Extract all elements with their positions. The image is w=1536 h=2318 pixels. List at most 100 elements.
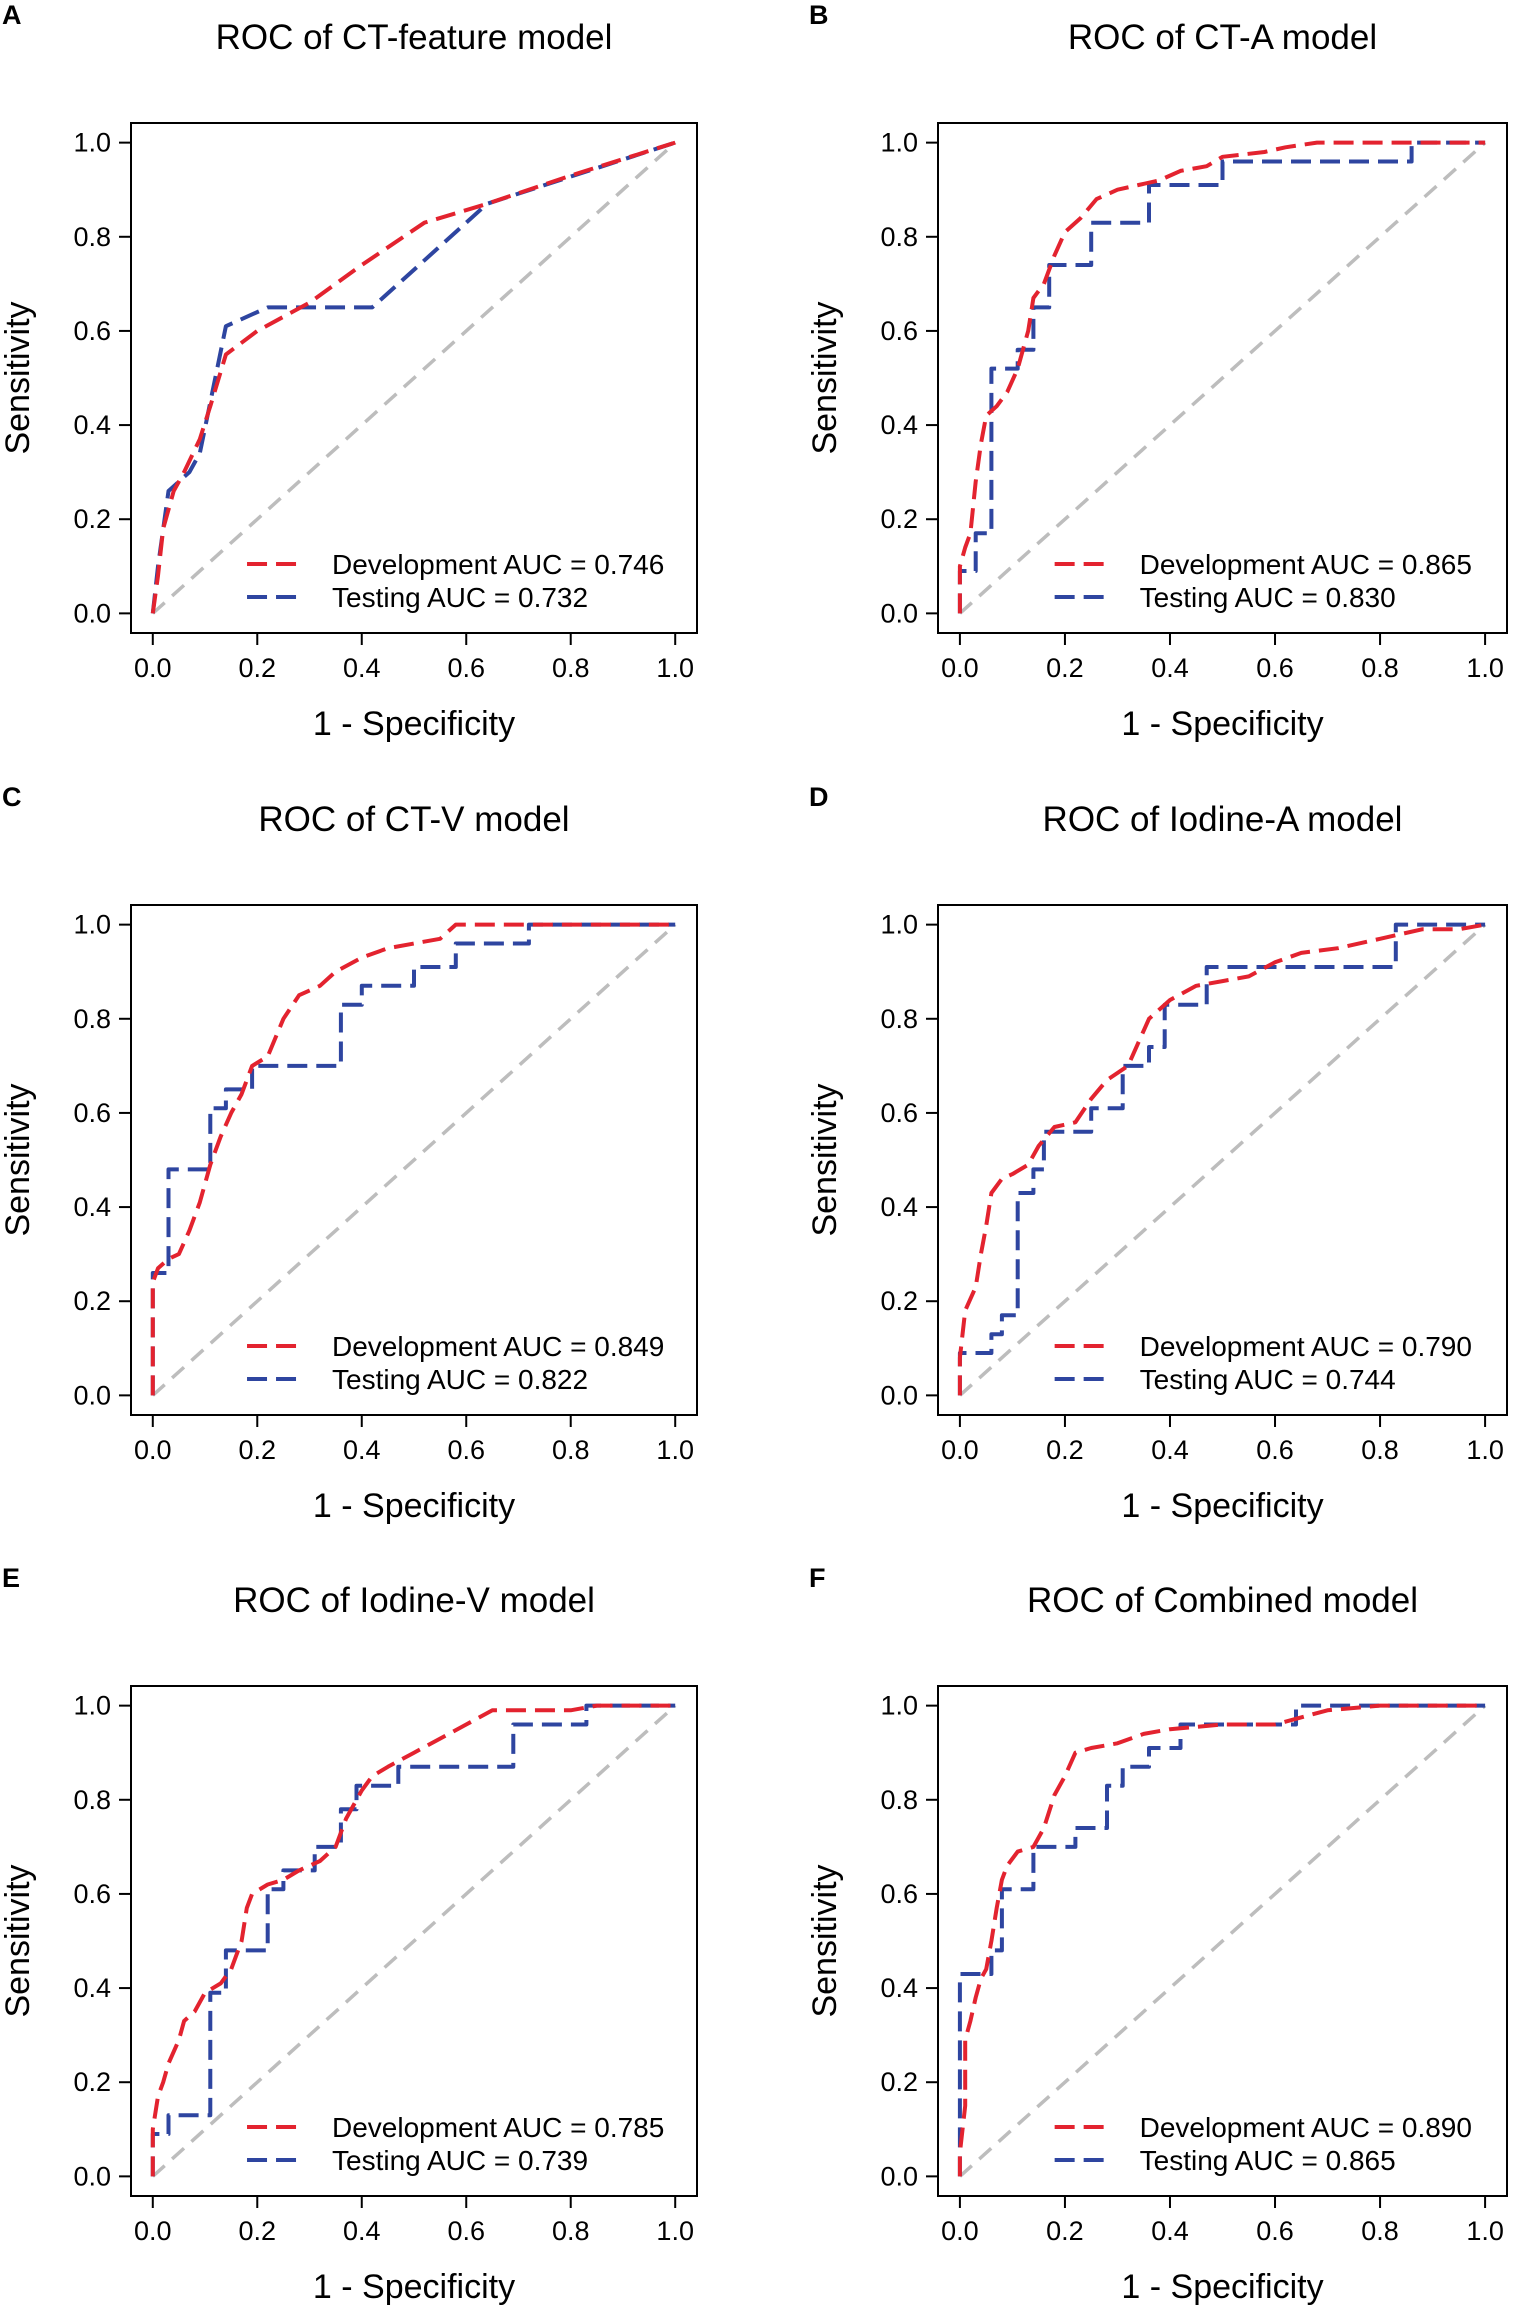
y-tick-label: 0.4 [73,1973,111,2003]
panel-letter: A [2,0,22,30]
y-tick-label: 0.2 [73,1286,111,1316]
reference-diagonal [958,141,1487,615]
x-axis-label: 1 - Specificity [313,2268,515,2306]
y-tick-label: 0.6 [880,1098,918,1128]
x-tick-label: 1.0 [1466,2216,1504,2246]
x-tick-label: 0.4 [343,2216,381,2246]
y-tick-label: 0.8 [880,1004,918,1034]
x-tick-label: 0.8 [1361,653,1399,683]
x-tick-label: 0.0 [941,2216,979,2246]
x-tick-label: 0.6 [447,653,485,683]
development-legend-label: Development AUC = 0.746 [332,549,664,580]
y-tick-label: 0.6 [880,1879,918,1909]
chart-title: ROC of CT-A model [1068,18,1377,57]
x-tick-label: 0.4 [343,1435,381,1465]
panel-c: C ROC of CT-V model 0.0 0.2 0.4 0.6 0.8 1.0 0.0 0… [0,782,698,1525]
x-tick-label: 0.0 [941,1435,979,1465]
x-tick-label: 0.2 [1046,653,1084,683]
reference-diagonal [151,923,677,1397]
plot-frame [130,122,698,634]
testing-legend-label: Testing AUC = 0.744 [1140,1364,1396,1395]
development-roc-curve [957,1703,1486,2177]
y-tick-label: 0.4 [880,410,918,440]
x-tick-label: 0.4 [1151,1435,1189,1465]
chart-title: ROC of Iodine-A model [1043,800,1403,839]
y-tick-label: 0.4 [880,1973,918,2003]
testing-roc-curve [957,1703,1486,2177]
x-tick-label: 0.2 [1046,2216,1084,2246]
testing-roc-curve [150,140,676,614]
panel-a: A ROC of CT-feature model 0.0 0.2 0.4 0.6 0.8 1… [0,0,698,743]
chart-title: ROC of CT-feature model [216,18,613,57]
development-legend-label: Development AUC = 0.790 [1140,1331,1472,1362]
reference-diagonal [151,141,677,615]
y-tick-label: 0.2 [880,1286,918,1316]
x-tick-label: 0.4 [1151,2216,1189,2246]
x-axis-label: 1 - Specificity [313,1487,515,1525]
x-axis-label: 1 - Specificity [1121,1487,1323,1525]
chart-title: ROC of CT-V model [258,800,569,839]
plot-frame [130,1685,698,2197]
x-tick-label: 0.8 [552,653,590,683]
x-axis-label: 1 - Specificity [313,705,515,743]
testing-legend-label: Testing AUC = 0.865 [1140,2145,1396,2176]
x-tick-label: 0.6 [1256,2216,1294,2246]
plot-frame [937,1685,1508,2197]
development-roc-curve [150,1703,676,2177]
y-axis-label: Sensitivity [0,1083,37,1236]
development-legend-label: Development AUC = 0.890 [1140,2112,1472,2143]
testing-legend-label: Testing AUC = 0.732 [332,582,588,613]
y-tick-label: 0.8 [73,1004,111,1034]
y-tick-label: 0.0 [880,1380,918,1410]
y-axis-label: Sensitivity [806,1864,844,2017]
x-tick-label: 0.4 [343,653,381,683]
development-roc-curve [150,922,676,1396]
y-tick-label: 0.8 [73,222,111,252]
x-tick-label: 0.2 [1046,1435,1084,1465]
panel-letter: D [809,782,829,812]
x-axis-label: 1 - Specificity [1121,705,1323,743]
y-tick-label: 1.0 [73,1691,111,1721]
development-legend-label: Development AUC = 0.865 [1140,549,1472,580]
y-tick-label: 1.0 [880,128,918,158]
x-tick-label: 1.0 [656,1435,694,1465]
development-legend-label: Development AUC = 0.849 [332,1331,664,1362]
x-tick-label: 0.6 [1256,653,1294,683]
x-tick-label: 1.0 [656,653,694,683]
y-tick-label: 1.0 [73,910,111,940]
y-tick-label: 0.6 [880,316,918,346]
y-tick-label: 0.2 [880,504,918,534]
y-tick-label: 0.6 [73,1098,111,1128]
x-tick-label: 0.0 [134,2216,172,2246]
y-axis-label: Sensitivity [806,301,844,454]
y-tick-label: 0.6 [73,316,111,346]
x-tick-label: 0.4 [1151,653,1189,683]
panel-d: D ROC of Iodine-A model 0.0 0.2 0.4 0.6 0.8 1.0… [806,782,1508,1525]
reference-diagonal [151,1704,677,2178]
y-tick-label: 1.0 [73,128,111,158]
y-axis-label: Sensitivity [0,1864,37,2017]
x-tick-label: 1.0 [1466,1435,1504,1465]
y-tick-label: 0.4 [73,1192,111,1222]
testing-roc-curve [957,140,1486,614]
y-tick-label: 0.8 [73,1785,111,1815]
y-tick-label: 0.2 [73,2067,111,2097]
y-tick-label: 0.8 [880,222,918,252]
development-roc-curve [957,922,1486,1396]
y-axis-label: Sensitivity [0,301,37,454]
x-tick-label: 0.2 [239,653,277,683]
y-tick-label: 1.0 [880,1691,918,1721]
chart-title: ROC of Iodine-V model [233,1581,595,1620]
x-tick-label: 0.0 [134,653,172,683]
testing-roc-curve [957,922,1486,1396]
panel-letter: C [2,782,22,812]
panel-letter: E [2,1563,20,1593]
x-axis-label: 1 - Specificity [1121,2268,1323,2306]
y-axis-label: Sensitivity [806,1083,844,1236]
x-tick-label: 0.0 [941,653,979,683]
y-tick-label: 0.2 [880,2067,918,2097]
